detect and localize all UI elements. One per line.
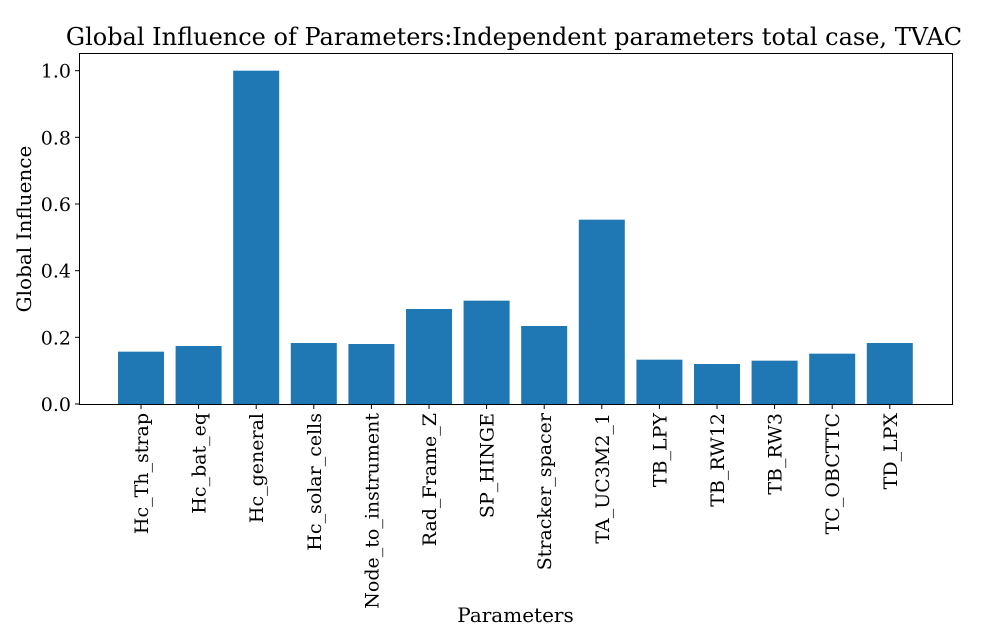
x-tick-label: Hc_Th_strap xyxy=(131,413,153,534)
plot-frame xyxy=(79,53,953,405)
x-tick-label: Rad_Frame_Z xyxy=(419,413,441,546)
bar-TB_LPY xyxy=(636,359,683,404)
x-tick-label: TC_OBCTTC xyxy=(822,413,844,534)
x-tick-label: TD_LPX xyxy=(880,413,902,490)
y-tick-label: 1.0 xyxy=(41,61,71,83)
bar-TB_RW3 xyxy=(751,360,798,404)
x-tick-label: SP_HINGE xyxy=(477,413,499,518)
x-axis-label: Parameters xyxy=(457,603,573,627)
bar-TA_UC3M2_1 xyxy=(578,219,625,404)
x-tick-label: Hc_general xyxy=(246,413,268,523)
y-axis-ticks: 0.0 0.2 0.4 0.6 0.8 1.0 xyxy=(41,61,80,416)
bar-SP_HINGE xyxy=(463,300,510,404)
x-axis-ticks: Hc_Th_strap Hc_bat_eq Hc_general Hc_solar_c… xyxy=(131,404,902,609)
x-tick-label: TB_RW12 xyxy=(707,413,729,507)
x-tick-label: TB_LPY xyxy=(649,413,671,488)
bar-TC_OBCTTC xyxy=(809,353,856,404)
bar-TB_RW12 xyxy=(694,364,740,404)
bar-Hc_solar_cells xyxy=(290,343,337,404)
x-tick-label: TA_UC3M2_1 xyxy=(592,413,614,544)
y-tick-label: 0.6 xyxy=(41,194,71,216)
bars-layer xyxy=(118,70,913,405)
bar-TD_LPX xyxy=(866,343,913,404)
y-tick-label: 0.4 xyxy=(41,261,71,283)
bar-Hc_bat_eq xyxy=(175,346,222,404)
bar-Node_to_instrument xyxy=(348,344,395,404)
bar-Stracker_spacer xyxy=(521,326,568,404)
x-tick-label: TB_RW3 xyxy=(765,413,787,495)
y-tick-label: 0.8 xyxy=(41,127,71,149)
bar-Rad_Frame_Z xyxy=(406,309,452,404)
x-tick-label: Node_to_instrument xyxy=(361,413,383,609)
bar-Hc_general xyxy=(233,70,280,405)
x-tick-label: Stracker_spacer xyxy=(534,412,556,570)
y-tick-label: 0.2 xyxy=(41,327,71,349)
x-tick-label: Hc_solar_cells xyxy=(304,413,326,551)
x-tick-label: Hc_bat_eq xyxy=(189,413,211,514)
y-axis-label: Global Influence xyxy=(12,146,36,313)
y-tick-label: 0.0 xyxy=(41,394,71,416)
chart-title: Global Influence of Parameters:Independe… xyxy=(66,23,962,51)
bar-Hc_Th_strap xyxy=(118,351,164,404)
